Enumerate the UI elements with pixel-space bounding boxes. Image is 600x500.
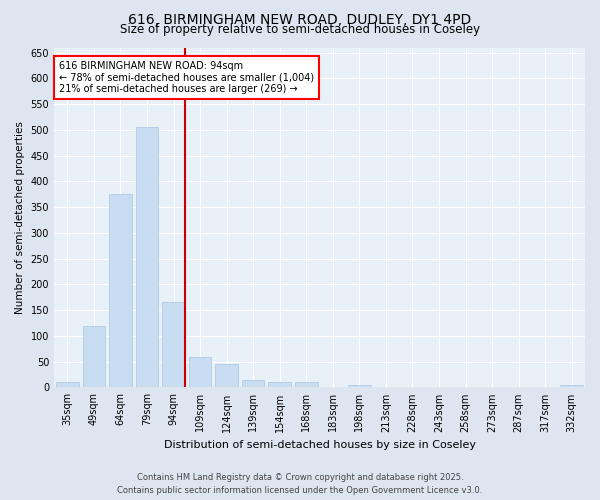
Bar <box>162 302 185 388</box>
Bar <box>136 128 158 388</box>
Text: Contains HM Land Registry data © Crown copyright and database right 2025.
Contai: Contains HM Land Registry data © Crown c… <box>118 473 482 495</box>
Bar <box>295 382 317 388</box>
Bar <box>56 382 79 388</box>
X-axis label: Distribution of semi-detached houses by size in Coseley: Distribution of semi-detached houses by … <box>164 440 476 450</box>
Bar <box>560 385 583 388</box>
Text: Size of property relative to semi-detached houses in Coseley: Size of property relative to semi-detach… <box>120 22 480 36</box>
Y-axis label: Number of semi-detached properties: Number of semi-detached properties <box>15 121 25 314</box>
Bar <box>215 364 238 388</box>
Bar <box>242 380 265 388</box>
Bar <box>109 194 131 388</box>
Bar <box>189 356 211 388</box>
Bar <box>348 385 371 388</box>
Text: 616 BIRMINGHAM NEW ROAD: 94sqm
← 78% of semi-detached houses are smaller (1,004): 616 BIRMINGHAM NEW ROAD: 94sqm ← 78% of … <box>59 61 314 94</box>
Text: 616, BIRMINGHAM NEW ROAD, DUDLEY, DY1 4PD: 616, BIRMINGHAM NEW ROAD, DUDLEY, DY1 4P… <box>128 12 472 26</box>
Bar <box>83 326 105 388</box>
Bar <box>268 382 291 388</box>
